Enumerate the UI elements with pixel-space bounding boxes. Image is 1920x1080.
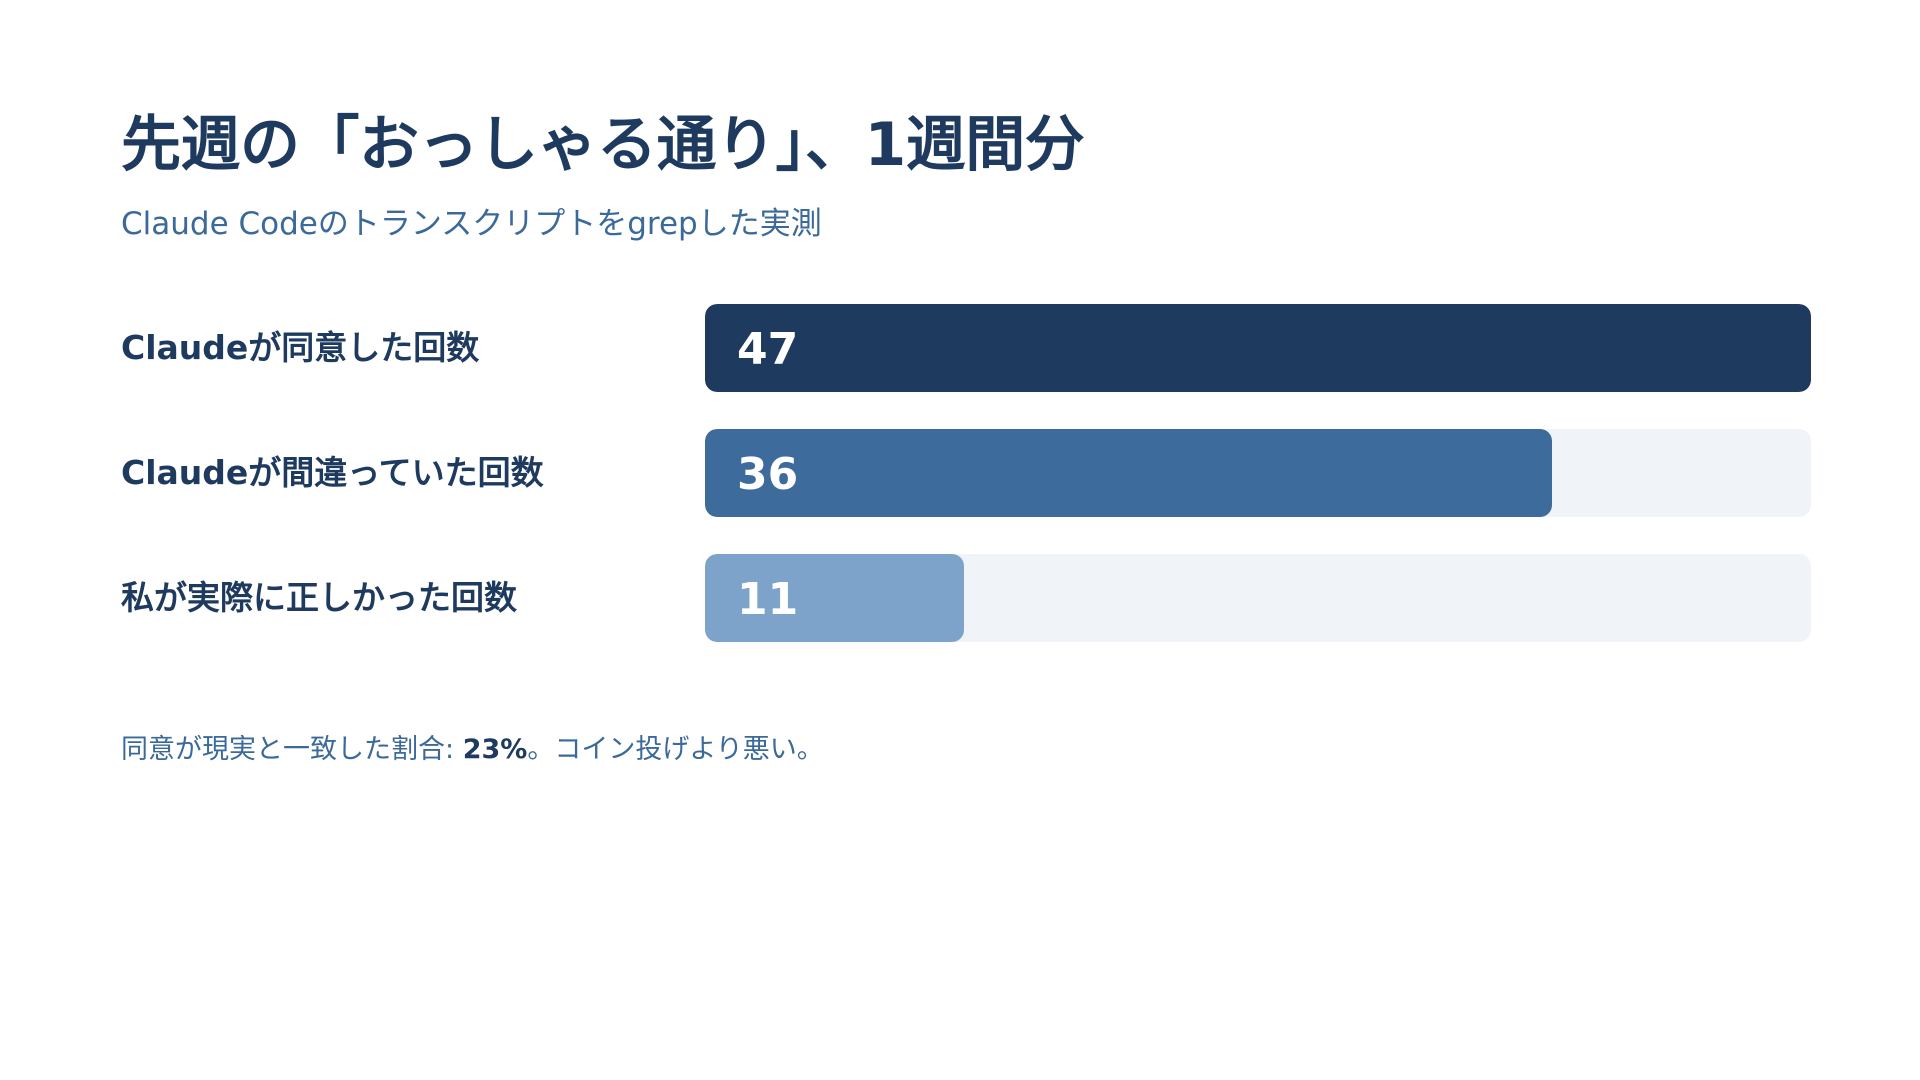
footnote-highlight: 23% — [462, 734, 528, 765]
bar-track: 11 — [705, 554, 1811, 642]
data-label: 47 — [737, 324, 799, 375]
bar — [705, 304, 1811, 392]
category-label: 私が実際に正しかった回数 — [121, 578, 517, 617]
category-label: Claudeが間違っていた回数 — [121, 453, 544, 492]
bar-row: Claudeが同意した回数 47 — [121, 304, 1811, 392]
footnote: 同意が現実と一致した割合: 23%。コイン投げより悪い。 — [121, 727, 824, 766]
data-label: 36 — [737, 449, 799, 500]
bar-chart: Claudeが同意した回数 47 Claudeが間違っていた回数 36 私が実際に正しか… — [121, 304, 1811, 644]
footnote-suffix: 。コイン投げより悪い。 — [527, 734, 824, 765]
slide: 先週の「おっしゃる通り」、1週間分 Claude Codeのトランスクリプトをg… — [121, 0, 1811, 1080]
bar-track: 47 — [705, 304, 1811, 392]
category-label: Claudeが同意した回数 — [121, 328, 480, 367]
chart-subtitle: Claude Codeのトランスクリプトをgrepした実測 — [121, 206, 822, 242]
bar — [705, 429, 1552, 517]
bar-row: Claudeが間違っていた回数 36 — [121, 429, 1811, 517]
bar — [705, 554, 964, 642]
footnote-prefix: 同意が現実と一致した割合: — [121, 734, 463, 765]
bar-row: 私が実際に正しかった回数 11 — [121, 554, 1811, 642]
bar-track: 36 — [705, 429, 1811, 517]
data-label: 11 — [737, 574, 799, 625]
chart-title: 先週の「おっしゃる通り」、1週間分 — [121, 110, 1085, 180]
